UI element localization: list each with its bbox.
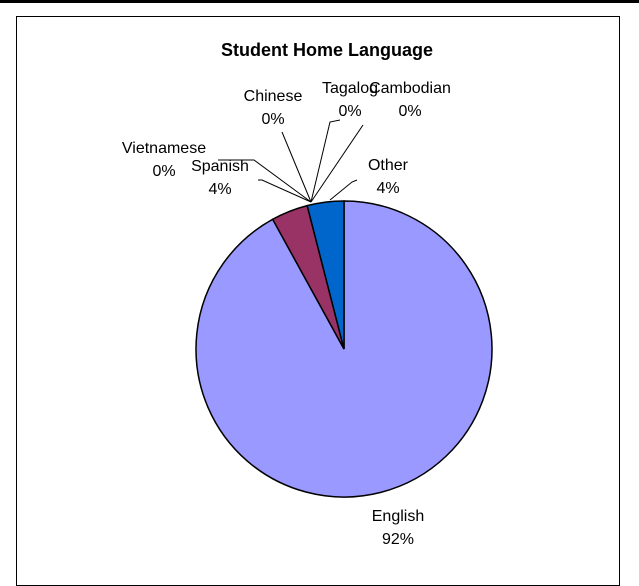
slice-value-spanish: 4% — [208, 181, 231, 198]
slice-label-spanish: Spanish — [191, 158, 249, 175]
slice-value-english: 92% — [382, 531, 414, 548]
leader-line-spanish — [258, 179, 312, 203]
pie-slice-other — [306, 200, 345, 350]
top-border-line — [0, 0, 639, 3]
slice-label-other: Other — [368, 157, 409, 174]
chart-title: Student Home Language — [221, 40, 433, 60]
slice-label-tagalog: Tagalog — [322, 80, 378, 97]
slice-labels: English 92% Spanish 4% Vietnamese 0% Chinese 0%… — [122, 80, 451, 548]
slice-label-vietnamese: Vietnamese — [122, 140, 206, 157]
slice-value-vietnamese: 0% — [152, 163, 175, 180]
leader-line-cambodian — [310, 124, 364, 203]
leader-line-other — [329, 179, 358, 201]
pie-slices — [195, 200, 493, 498]
slice-value-tagalog: 0% — [338, 103, 361, 120]
leader-line-chinese — [281, 131, 312, 203]
slice-value-other: 4% — [376, 180, 399, 197]
slice-label-chinese: Chinese — [244, 88, 303, 105]
slice-label-english: English — [372, 508, 424, 525]
leader-lines — [218, 119, 364, 203]
pie-chart: Student Home Language English 92% Spanish 4… — [122, 40, 493, 548]
leader-line-tagalog — [310, 119, 341, 203]
leader-line-vietnamese — [218, 159, 312, 203]
slice-value-cambodian: 0% — [398, 103, 421, 120]
slice-label-cambodian: Cambodian — [369, 80, 451, 97]
slice-value-chinese: 0% — [261, 111, 284, 128]
